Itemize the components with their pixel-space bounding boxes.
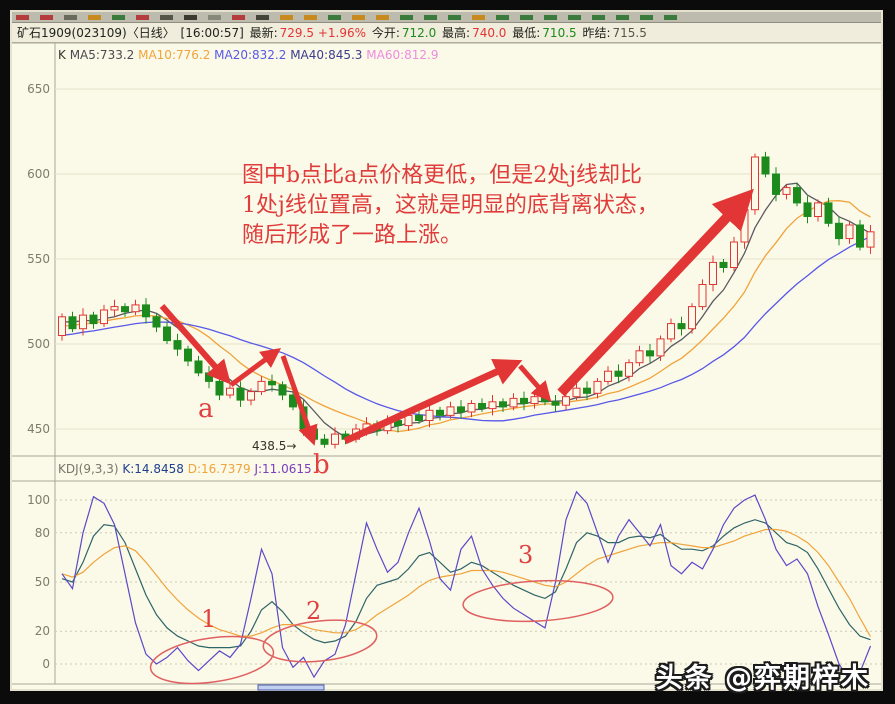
toolbar-button-icon[interactable] [664, 15, 677, 20]
kdj-value-segment: J:11.0615 [254, 462, 312, 476]
toolbar-button-icon[interactable] [472, 15, 485, 20]
quote-segment: [16:00:57] [176, 26, 244, 40]
toolbar-button-icon[interactable] [160, 15, 173, 20]
toolbar-button-icon[interactable] [304, 15, 317, 20]
annotation-line: 随后形成了一路上涨。 [242, 223, 463, 248]
min-price-label: 438.5→ [252, 439, 297, 453]
quote-segment: 最低: [508, 26, 541, 40]
annotation-text-block: 图中b点比a点价格更低，但是2处j线却比 1处j线位置高，这就是明显的底背离状态… [242, 161, 722, 251]
kdj-axis-label: 20 [34, 624, 50, 639]
ma-indicator-header: K MA5:733.2 MA10:776.2 MA20:832.2 MA40:8… [58, 47, 438, 63]
ma-value-segment: MA10:776.2 [138, 48, 215, 62]
price-axis-label: 650 [27, 82, 50, 96]
annotation-number-3: 3 [518, 541, 534, 569]
toolbar-button-icon[interactable] [616, 15, 629, 20]
toolbar-button-icon[interactable] [592, 15, 605, 20]
quote-bar: 矿石1909(023109)〈日线〉 [16:00:57] 最新: 729.5 +… [12, 23, 881, 43]
quote-segment: 740.0 [472, 26, 507, 40]
toolbar-button-icon[interactable] [88, 15, 101, 20]
toolbar-button-icon[interactable] [184, 15, 197, 20]
price-axis-label: 600 [27, 167, 50, 181]
toolbar-button-icon[interactable] [64, 15, 77, 20]
kdj-value-segment: K:14.8458 [122, 462, 188, 476]
toolbar-button-icon[interactable] [640, 15, 653, 20]
price-axis-label: 550 [27, 252, 50, 266]
quote-segment: 矿石1909(023109)〈日线〉 [17, 26, 175, 40]
kdj-value-segment: KDJ(9,3,3) [58, 462, 123, 476]
toolbar-button-icon[interactable] [256, 15, 269, 20]
annotation-line: 图中b点比a点价格更低，但是2处j线却比 [242, 163, 643, 188]
quote-segment: 729.5 +1.96% [279, 26, 366, 40]
toolbar-button-icon[interactable] [328, 15, 341, 20]
ma-value-segment: MA40:845.3 [290, 48, 367, 62]
top-toolbar[interactable] [12, 12, 881, 23]
annotation-number-2: 2 [306, 597, 322, 625]
kdj-indicator-header: KDJ(9,3,3) K:14.8458 D:16.7379 J:11.0615 [58, 461, 312, 477]
ma-value-segment: K [58, 48, 70, 62]
quote-segment: 今开: [368, 26, 400, 40]
toolbar-button-icon[interactable] [568, 15, 581, 20]
toolbar-button-icon[interactable] [112, 15, 125, 20]
toolbar-button-icon[interactable] [208, 15, 221, 20]
quote-segment: 710.5 [542, 26, 577, 40]
toolbar-button-icon[interactable] [424, 15, 437, 20]
kdj-value-segment: D:16.7379 [187, 462, 255, 476]
quote-segment: 712.0 [401, 26, 437, 40]
annotation-letter-a: a [198, 394, 214, 424]
quote-segment: 昨结: [578, 26, 611, 40]
chart-page-background [10, 10, 883, 691]
annotation-letter-b: b [313, 450, 330, 480]
toolbar-button-icon[interactable] [448, 15, 461, 20]
kdj-axis-label: 50 [34, 575, 50, 589]
toolbar-button-icon[interactable] [232, 15, 245, 20]
ma-value-segment: MA60:812.9 [366, 48, 439, 62]
annotation-line: 1处j线位置高，这就是明显的底背离状态， [242, 193, 659, 218]
toolbar-button-icon[interactable] [376, 15, 389, 20]
ma-value-segment: MA20:832.2 [214, 48, 291, 62]
quote-segment: 最新: [245, 26, 278, 40]
watermark: 头条 @弈期梓木 [655, 663, 870, 694]
toolbar-button-icon[interactable] [520, 15, 533, 20]
toolbar-button-icon[interactable] [544, 15, 557, 20]
toolbar-button-icon[interactable] [352, 15, 365, 20]
quote-segment: 最高: [438, 26, 471, 40]
toolbar-button-icon[interactable] [496, 15, 509, 20]
price-axis-label: 450 [27, 422, 50, 436]
ma-value-segment: MA5:733.2 [69, 48, 139, 62]
price-axis-label: 500 [27, 337, 50, 351]
kdj-axis-label: 80 [34, 525, 50, 540]
toolbar-button-icon[interactable] [280, 15, 293, 20]
toolbar-button-icon[interactable] [40, 15, 53, 20]
kdj-axis-label: 0 [42, 657, 50, 671]
toolbar-button-icon[interactable] [400, 15, 413, 20]
kdj-axis-label: 100 [27, 493, 50, 507]
quote-segment: 715.5 [612, 26, 647, 40]
toolbar-button-icon[interactable] [16, 15, 29, 20]
toolbar-button-icon[interactable] [136, 15, 149, 20]
annotation-number-1: 1 [201, 605, 217, 633]
